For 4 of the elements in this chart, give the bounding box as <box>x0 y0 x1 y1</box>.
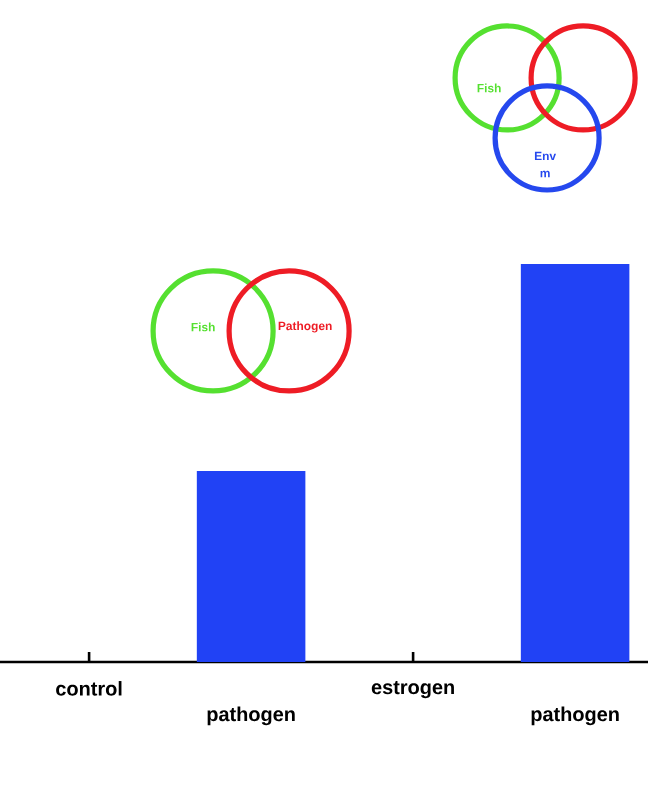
x-tick-label: pathogen <box>207 706 295 726</box>
x-tick-label: control <box>56 681 122 696</box>
x-tick-label: estrogen <box>371 681 454 699</box>
x-tick-label: pathogen <box>531 706 619 726</box>
